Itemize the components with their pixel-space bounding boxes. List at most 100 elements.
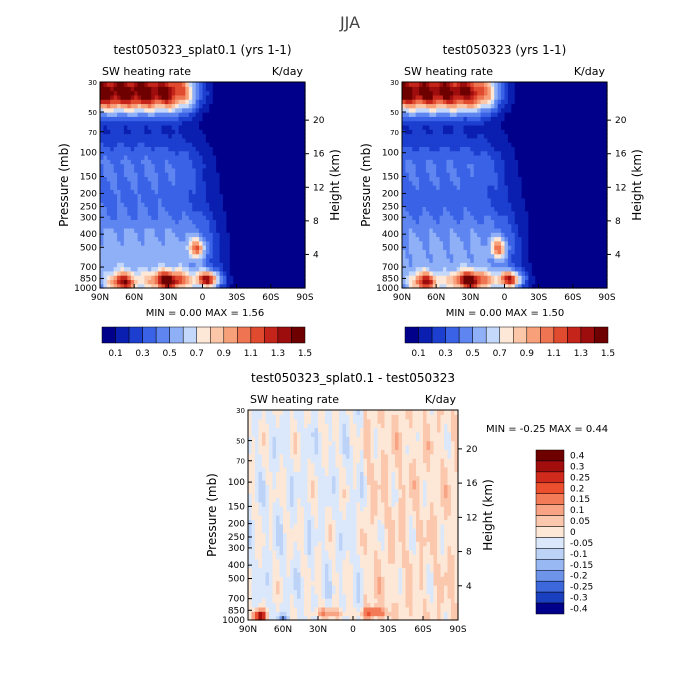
heatmap-cell [134, 283, 139, 289]
heatmap-cell [147, 240, 152, 246]
heatmap-cell [130, 202, 135, 208]
heatmap-cell [415, 189, 420, 195]
heatmap-cell [412, 236, 417, 242]
heatmap-cell [525, 262, 530, 268]
heatmap-cell [137, 167, 142, 173]
heatmap-cell [250, 197, 255, 203]
heatmap-cell [243, 167, 248, 173]
heatmap-cell [535, 215, 540, 220]
heatmap-cell [178, 236, 183, 242]
heatmap-cell [110, 219, 115, 225]
heatmap-cell [446, 90, 451, 96]
heatmap-cell [490, 150, 495, 156]
heatmap-cell [270, 266, 275, 272]
heatmap-cell [100, 124, 105, 130]
heatmap-cell [154, 163, 159, 169]
heatmap-cell [250, 176, 255, 182]
heatmap-cell [301, 86, 306, 92]
heatmap-cell [267, 142, 272, 147]
heatmap-cell [178, 142, 183, 147]
heatmap-cell [439, 279, 444, 285]
heatmap-cell [480, 232, 485, 238]
heatmap-cell [436, 103, 441, 109]
heatmap-cell [281, 129, 286, 135]
heatmap-cell [192, 107, 197, 113]
heatmap-cell [182, 227, 187, 233]
heatmap-cell [484, 223, 489, 229]
heatmap-cell [243, 266, 248, 272]
heatmap-cell [158, 133, 163, 139]
heatmap-cell [494, 142, 499, 147]
heatmap-cell [514, 227, 519, 233]
heatmap-cell [178, 90, 183, 96]
heatmap-cell [240, 112, 245, 117]
heatmap-cell [291, 193, 296, 199]
heatmap-cell [514, 197, 519, 203]
heatmap-cell [477, 202, 482, 208]
heatmap-cell [219, 193, 224, 199]
heatmap-cell [134, 137, 139, 143]
heatmap-cell [542, 137, 547, 143]
heatmap-cell [535, 90, 540, 96]
heatmap-cell [110, 116, 115, 122]
heatmap-cell [443, 283, 448, 289]
heatmap-cell [497, 180, 502, 186]
heatmap-cell [141, 189, 146, 195]
heatmap-cell [531, 257, 536, 263]
heatmap-cell [419, 159, 424, 165]
heatmap-cell [175, 176, 180, 182]
heatmap-cell [443, 112, 448, 117]
heatmap-cell [192, 86, 197, 92]
heatmap-cell [487, 142, 492, 147]
heatmap-cell [195, 189, 200, 195]
heatmap-cell [470, 163, 475, 169]
heatmap-cell [436, 172, 441, 178]
heatmap-cell [501, 116, 506, 122]
heatmap-cell [291, 172, 296, 178]
heatmap-cell [425, 142, 430, 147]
heatmap-cell [192, 257, 197, 263]
heatmap-cell [236, 193, 241, 199]
heatmap-cell [185, 185, 190, 190]
heatmap-cell [223, 236, 228, 242]
heatmap-cell [185, 210, 190, 216]
heatmap-cell [497, 197, 502, 203]
heatmap-cell [117, 245, 122, 250]
heatmap-cell [212, 86, 217, 92]
heatmap-cell [301, 150, 306, 156]
heatmap-cell [171, 142, 176, 147]
heatmap-cell [168, 215, 173, 220]
heatmap-cell [147, 112, 152, 117]
heatmap-cell [494, 90, 499, 96]
heatmap-cell [439, 112, 444, 117]
heatmap-cell [123, 262, 128, 268]
heatmap-cell [144, 279, 149, 285]
heatmap-cell [243, 257, 248, 263]
heatmap-cell [301, 193, 306, 199]
heatmap-cell [117, 266, 122, 272]
heatmap-cell [257, 193, 262, 199]
heatmap-cell [521, 253, 526, 259]
heatmap-cell [236, 240, 241, 246]
heatmap-cell [463, 206, 468, 212]
heatmap-cell [301, 129, 306, 135]
heatmap-cell [453, 223, 458, 229]
heatmap-cell [405, 270, 410, 276]
heatmap-cell [144, 283, 149, 289]
heatmap-cell [134, 159, 139, 165]
heatmap-cell [412, 215, 417, 220]
y-tick-label: 400 [80, 230, 97, 240]
heatmap-cell [113, 163, 118, 169]
heatmap-cell [117, 99, 122, 105]
heatmap-cell [535, 167, 540, 173]
heatmap-cell [202, 137, 207, 143]
heatmap-cell [212, 275, 217, 281]
heatmap-cell [209, 223, 214, 229]
heatmap-cell [446, 249, 451, 255]
heatmap-cell [182, 133, 187, 139]
heatmap-cell [470, 223, 475, 229]
heatmap-cell [463, 107, 468, 113]
heatmap-cell [531, 266, 536, 272]
y-tick-label: 150 [80, 173, 97, 183]
heatmap-cell [240, 129, 245, 135]
